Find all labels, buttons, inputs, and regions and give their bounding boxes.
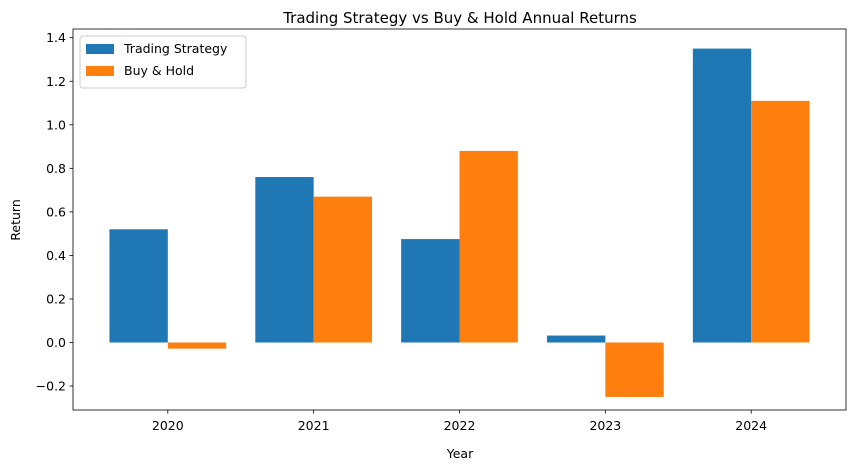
legend-swatch-trading-strategy [86, 44, 114, 54]
legend: Trading Strategy Buy & Hold [79, 35, 247, 89]
y-tick-label: 0.4 [46, 248, 66, 263]
bar-buy-hold-2020 [167, 342, 227, 349]
x-tick-label: 2021 [298, 418, 330, 433]
bar-trading-strategy-2022 [401, 239, 460, 343]
x-tick-label: 2024 [735, 418, 767, 433]
bars-group [109, 48, 810, 397]
y-tick-label: 1.0 [46, 117, 66, 132]
y-tick-label: 1.4 [46, 30, 66, 45]
x-tick-label: 2022 [444, 418, 476, 433]
y-tick-label: 0.6 [46, 204, 66, 219]
legend-label-trading-strategy: Trading Strategy [123, 41, 228, 56]
bar-trading-strategy-2024 [692, 48, 752, 343]
y-tick-label: −0.2 [36, 379, 66, 394]
bar-buy-hold-2021 [313, 196, 372, 343]
y-tick-label: 0.2 [46, 291, 66, 306]
bar-trading-strategy-2021 [255, 177, 314, 343]
x-axis-label: Year [446, 446, 474, 461]
y-axis-label: Return [8, 199, 23, 240]
legend-label-buy-hold: Buy & Hold [124, 63, 194, 78]
bar-buy-hold-2022 [459, 150, 518, 343]
plot-area-frame [72, 28, 847, 411]
y-axis-ticks: −0.2 0.0 0.2 0.4 0.6 0.8 1.0 1.2 1.4 [36, 30, 73, 394]
bar-buy-hold-2024 [751, 100, 810, 343]
bar-trading-strategy-2023 [547, 335, 606, 343]
legend-box [79, 35, 247, 89]
x-tick-label: 2020 [152, 418, 184, 433]
legend-swatch-buy-hold [86, 66, 114, 76]
chart-title: Trading Strategy vs Buy & Hold Annual Re… [282, 9, 637, 27]
x-tick-label: 2023 [589, 418, 621, 433]
bar-trading-strategy-2020 [109, 229, 168, 343]
y-tick-label: 0.0 [46, 335, 66, 350]
y-tick-label: 1.2 [46, 74, 66, 89]
y-tick-label: 0.8 [46, 161, 66, 176]
bar-buy-hold-2023 [605, 342, 664, 397]
x-axis-ticks: 2020 2021 2022 2023 2024 [152, 410, 767, 433]
